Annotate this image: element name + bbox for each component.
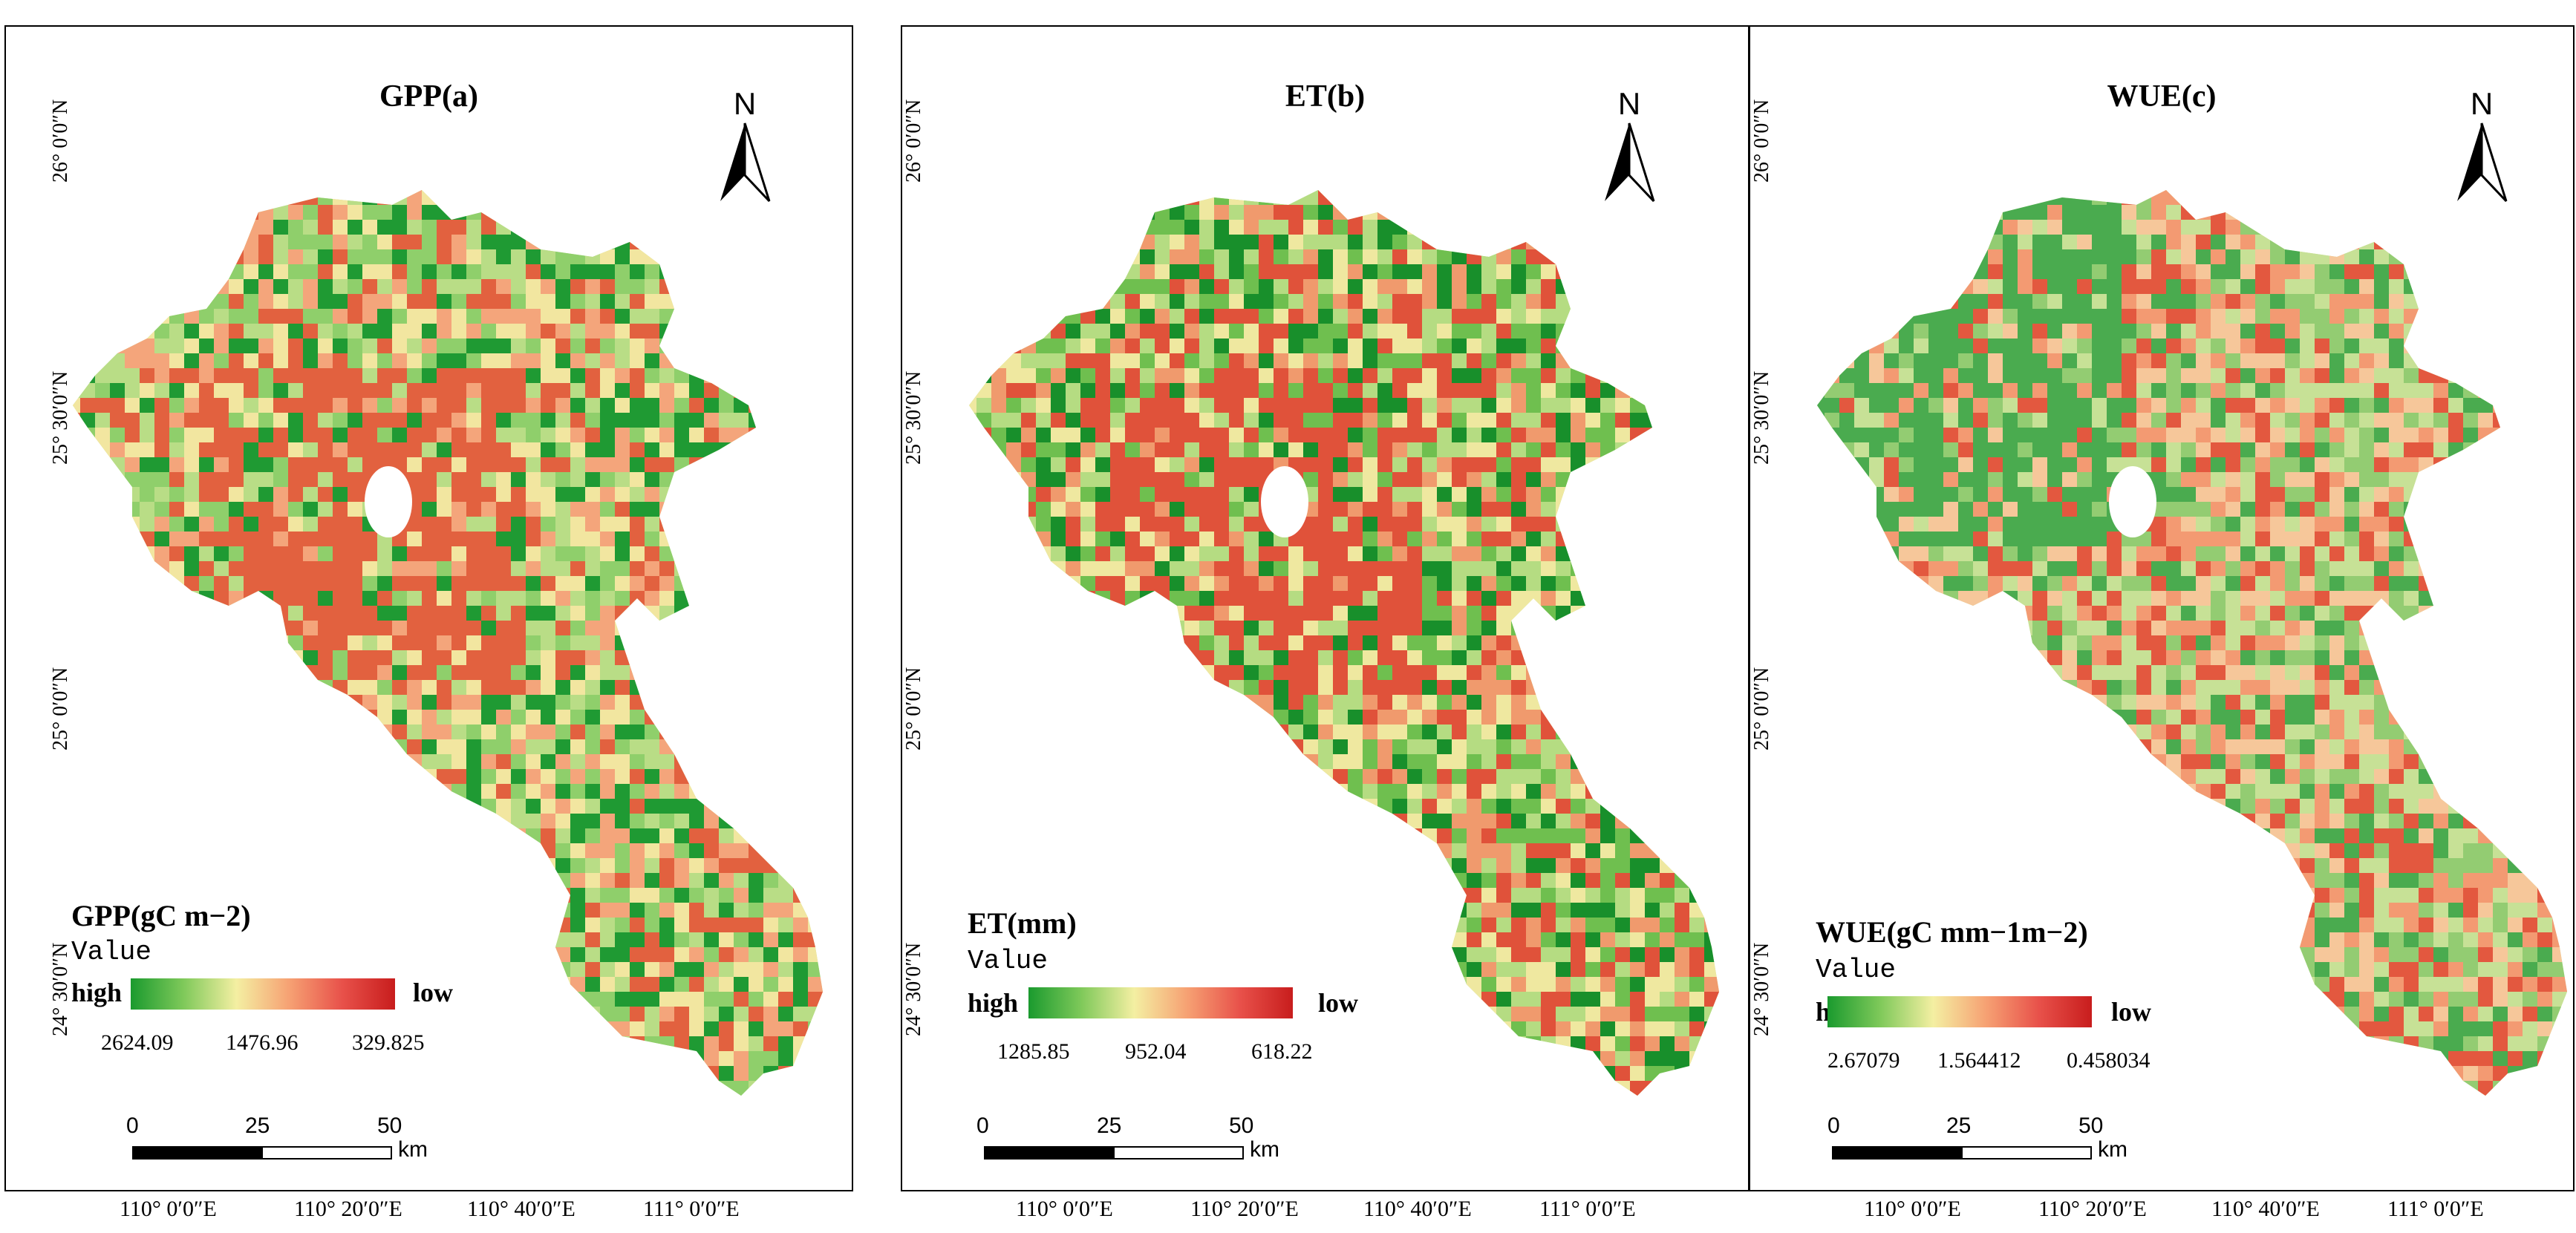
north-arrow-icon (720, 122, 771, 203)
north-label: N (733, 86, 757, 121)
x-tick-label: 110° 20′0″E (294, 1197, 402, 1221)
y-tick-label: 24° 30′0″N (902, 942, 925, 1036)
legend-title: ET(mm) (968, 906, 1077, 940)
legend-gradient-bar (131, 978, 395, 1010)
scale-label-25: 25 (1946, 1113, 1972, 1138)
y-tick-label: 25° 30′0″N (902, 370, 925, 465)
y-tick-label: 24° 30′0″N (49, 942, 72, 1036)
map-panel-et: ET(b) N ET(mm) Value high low 1285.85 95… (901, 25, 1750, 1191)
scale-label-0: 0 (976, 1113, 989, 1138)
scale-unit: km (1250, 1137, 1279, 1162)
legend-value-high: 1285.85 (997, 1039, 1070, 1064)
legend-value-high: 2.67079 (1827, 1048, 1900, 1073)
x-tick-label: 110° 0′0″E (1864, 1197, 1961, 1221)
legend-value-low: 329.825 (352, 1030, 425, 1055)
north-arrow-icon (1605, 122, 1655, 203)
legend-low-label: low (2111, 997, 2151, 1027)
scale-label-0: 0 (1827, 1113, 1840, 1138)
scale-label-0: 0 (126, 1113, 139, 1138)
x-tick-label: 110° 0′0″E (120, 1197, 217, 1221)
no-data-area (2109, 466, 2156, 537)
scale-label-50: 50 (1229, 1113, 1254, 1138)
scale-bar-black (1832, 1146, 1963, 1160)
raster-cells (969, 190, 1719, 1096)
x-tick-label: 110° 0′0″E (1016, 1197, 1113, 1221)
scale-bar-white (1113, 1146, 1244, 1160)
legend-low-label: low (413, 978, 453, 1007)
legend-subtitle: Value (71, 937, 152, 967)
no-data-area (365, 466, 412, 537)
scale-unit: km (398, 1137, 428, 1162)
legend-low-label: low (1318, 988, 1358, 1018)
map-panel-wue: WUE(c) N WUE(gC mm−1m−2) Value high low … (1749, 25, 2575, 1191)
legend-high-label: high (71, 978, 123, 1007)
x-tick-label: 110° 40′0″E (1363, 1197, 1472, 1221)
legend-subtitle: Value (968, 946, 1049, 976)
y-tick-label: 25° 0′0″N (902, 667, 925, 750)
y-tick-label: 26° 0′0″N (49, 99, 72, 183)
wue-region-map (1817, 190, 2567, 1096)
legend-value-mid: 1476.96 (226, 1030, 299, 1055)
raster-cells (73, 190, 823, 1096)
legend-gradient-bar (1827, 996, 2092, 1027)
x-tick-label: 110° 20′0″E (2038, 1197, 2147, 1221)
y-tick-label: 25° 0′0″N (49, 667, 72, 750)
scale-label-50: 50 (2078, 1113, 2104, 1138)
north-label: N (1617, 86, 1641, 121)
scale-bar-white (1961, 1146, 2092, 1160)
legend-title: WUE(gC mm−1m−2) (1816, 915, 2088, 949)
legend-value-mid: 952.04 (1125, 1039, 1187, 1064)
scale-unit: km (2098, 1137, 2127, 1162)
scale-bar-white (261, 1146, 392, 1160)
legend-value-low: 618.22 (1251, 1039, 1313, 1064)
y-tick-label: 25° 30′0″N (1750, 370, 1773, 465)
north-label: N (2470, 86, 2494, 121)
panel-title: WUE(c) (2107, 79, 2217, 114)
legend-value-high: 2624.09 (101, 1030, 174, 1055)
legend-subtitle: Value (1816, 955, 1897, 985)
x-tick-label: 110° 20′0″E (1190, 1197, 1299, 1221)
x-tick-label: 111° 0′0″E (2387, 1197, 2484, 1221)
y-tick-label: 25° 0′0″N (1750, 667, 1773, 750)
legend-gradient-bar (1028, 987, 1293, 1018)
no-data-area (1261, 466, 1308, 537)
scale-bar-black (984, 1146, 1115, 1160)
map-panel-gpp: GPP(a) N GPP(gC m−2) Value high low 2624… (4, 25, 853, 1191)
scale-label-25: 25 (245, 1113, 270, 1138)
x-tick-label: 111° 0′0″E (643, 1197, 740, 1221)
north-arrow: N (719, 86, 771, 205)
y-tick-label: 24° 30′0″N (1750, 942, 1773, 1036)
legend-high-label: high (968, 988, 1019, 1018)
north-arrow-icon (2457, 122, 2508, 203)
scale-label-25: 25 (1097, 1113, 1122, 1138)
y-tick-label: 26° 0′0″N (1750, 99, 1773, 183)
legend-title: GPP(gC m−2) (71, 899, 251, 932)
gpp-region-map (73, 190, 823, 1096)
x-tick-label: 110° 40′0″E (2211, 1197, 2320, 1221)
panel-title: GPP(a) (379, 79, 478, 114)
panel-title: ET(b) (1285, 79, 1366, 114)
north-arrow: N (1603, 86, 1655, 205)
north-arrow: N (2456, 86, 2508, 205)
x-tick-label: 110° 40′0″E (467, 1197, 575, 1221)
scale-label-50: 50 (377, 1113, 402, 1138)
y-tick-label: 26° 0′0″N (902, 99, 925, 183)
raster-cells (1817, 190, 2567, 1096)
legend-value-mid: 1.564412 (1937, 1048, 2021, 1073)
scale-bar-black (132, 1146, 263, 1160)
y-tick-label: 25° 30′0″N (49, 370, 72, 465)
x-tick-label: 111° 0′0″E (1539, 1197, 1636, 1221)
legend-value-low: 0.458034 (2067, 1048, 2151, 1073)
